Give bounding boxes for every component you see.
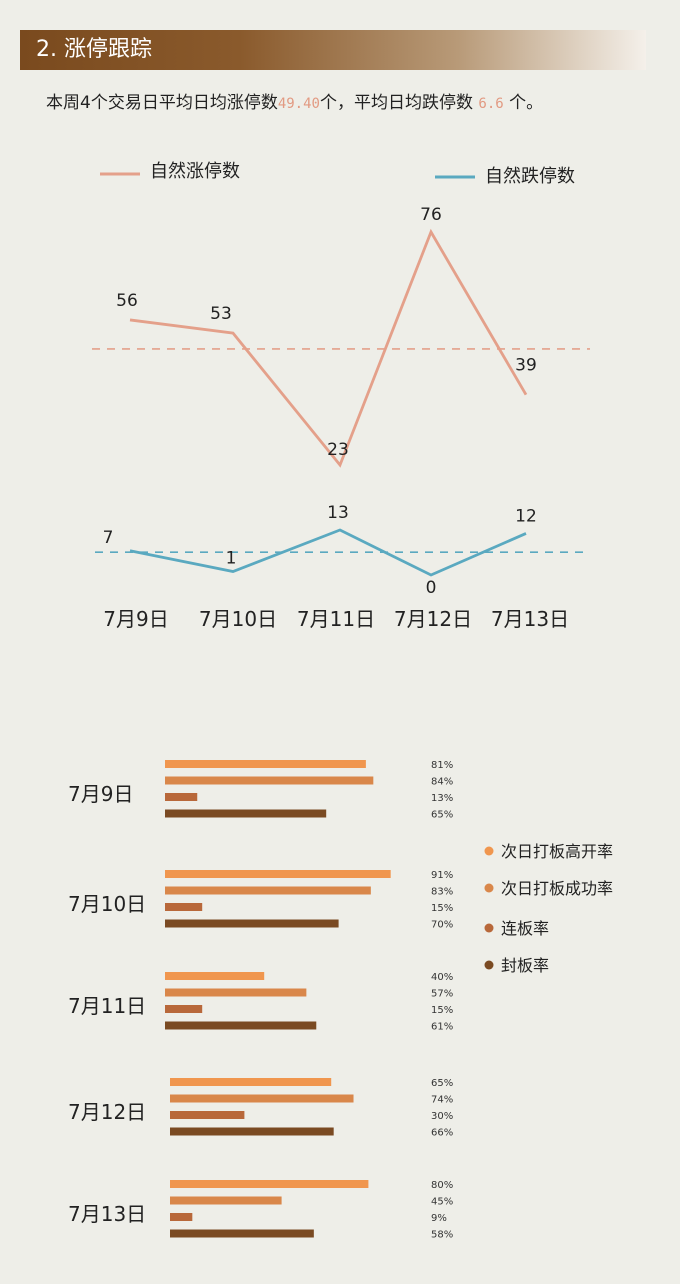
legend-dot (484, 960, 494, 970)
series-line (129, 528, 527, 577)
summary-part-3: 个。 (509, 93, 544, 113)
bar-value-label: 40% (431, 972, 453, 983)
bar (165, 1005, 203, 1013)
bar-value-label: 74% (431, 1095, 453, 1106)
data-label: 13 (327, 503, 349, 523)
x-tick-label: 7月11日 (297, 607, 375, 631)
data-label: 76 (420, 205, 442, 225)
bar-value-label: 58% (431, 1230, 453, 1241)
legend-label: 自然跌停数 (485, 166, 575, 187)
x-tick-label: 7月13日 (491, 607, 569, 631)
bar (170, 1229, 314, 1238)
bar-value-label: 30% (431, 1111, 453, 1122)
summary-part-1: 本周4个交易日平均日均涨停数 (46, 93, 278, 113)
bar (170, 1180, 369, 1188)
category-label: 7月12日 (68, 1100, 146, 1124)
data-label: 0 (426, 578, 437, 598)
bar (170, 1078, 332, 1086)
bar-value-label: 66% (431, 1128, 453, 1139)
bar-value-label: 15% (431, 903, 453, 914)
bar (165, 793, 198, 801)
x-tick-label: 7月12日 (394, 607, 472, 631)
legend-label: 次日打板高开率 (501, 842, 613, 861)
data-label: 1 (226, 549, 237, 569)
category-label: 7月11日 (68, 994, 146, 1018)
data-label: 7 (103, 528, 114, 548)
bar (170, 1196, 282, 1205)
bar (170, 1094, 354, 1103)
bar (165, 972, 265, 980)
bar (165, 886, 371, 895)
avg-down-value: 6.6 (478, 96, 504, 112)
bar-value-label: 70% (431, 920, 453, 931)
data-label: 12 (515, 506, 537, 526)
limit-line-chart: 自然涨停数 自然跌停数 56 53 23 76 39 7 1 13 0 12 7月9日 7月10日 7月11… (92, 161, 590, 631)
bar-value-label: 65% (431, 1078, 453, 1089)
bar (165, 988, 307, 997)
summary-text: 本周4个交易日平均日均涨停数49.40个，平均日均跌停数 6.6 个。 (46, 92, 543, 115)
bar (165, 760, 366, 768)
legend-label: 封板率 (501, 956, 549, 975)
bar-value-label: 83% (431, 887, 453, 898)
bar-value-label: 91% (431, 870, 453, 881)
bar-value-label: 80% (431, 1180, 453, 1191)
bar (165, 903, 203, 911)
category-label: 7月10日 (68, 892, 146, 916)
bar (165, 919, 339, 928)
data-label: 56 (116, 291, 138, 311)
bar (165, 776, 374, 785)
section-header: 2. 涨停跟踪 (20, 30, 646, 70)
bar (165, 870, 391, 878)
bar (170, 1213, 193, 1221)
legend-label: 连板率 (501, 919, 549, 938)
legend-dot (484, 846, 494, 856)
legend-dot (484, 923, 494, 933)
bar (170, 1111, 245, 1119)
category-label: 7月9日 (68, 782, 133, 806)
bar (165, 1021, 317, 1030)
bar-value-label: 9% (431, 1213, 447, 1224)
bar (170, 1127, 334, 1136)
bar-value-label: 81% (431, 760, 453, 771)
legend-dot (484, 883, 494, 893)
bar-value-label: 57% (431, 989, 453, 1000)
series-line (129, 228, 528, 468)
bar-value-label: 45% (431, 1197, 453, 1208)
x-tick-label: 7月9日 (103, 607, 168, 631)
bar-value-label: 13% (431, 793, 453, 804)
summary-part-2: 个，平均日均跌停数 (319, 93, 473, 113)
bar-value-label: 15% (431, 1005, 453, 1016)
legend-label: 次日打板成功率 (501, 879, 613, 898)
data-label: 23 (327, 440, 349, 460)
bar-value-label: 65% (431, 810, 453, 821)
data-label: 53 (210, 304, 232, 324)
x-tick-label: 7月10日 (199, 607, 277, 631)
bar (165, 809, 327, 818)
bar-value-label: 84% (431, 777, 453, 788)
section-title: 2. 涨停跟踪 (36, 37, 152, 62)
category-label: 7月13日 (68, 1202, 146, 1226)
data-label: 39 (515, 356, 537, 376)
legend-label: 自然涨停数 (150, 161, 240, 182)
bar-value-label: 61% (431, 1022, 453, 1033)
avg-up-value: 49.40 (277, 96, 320, 112)
